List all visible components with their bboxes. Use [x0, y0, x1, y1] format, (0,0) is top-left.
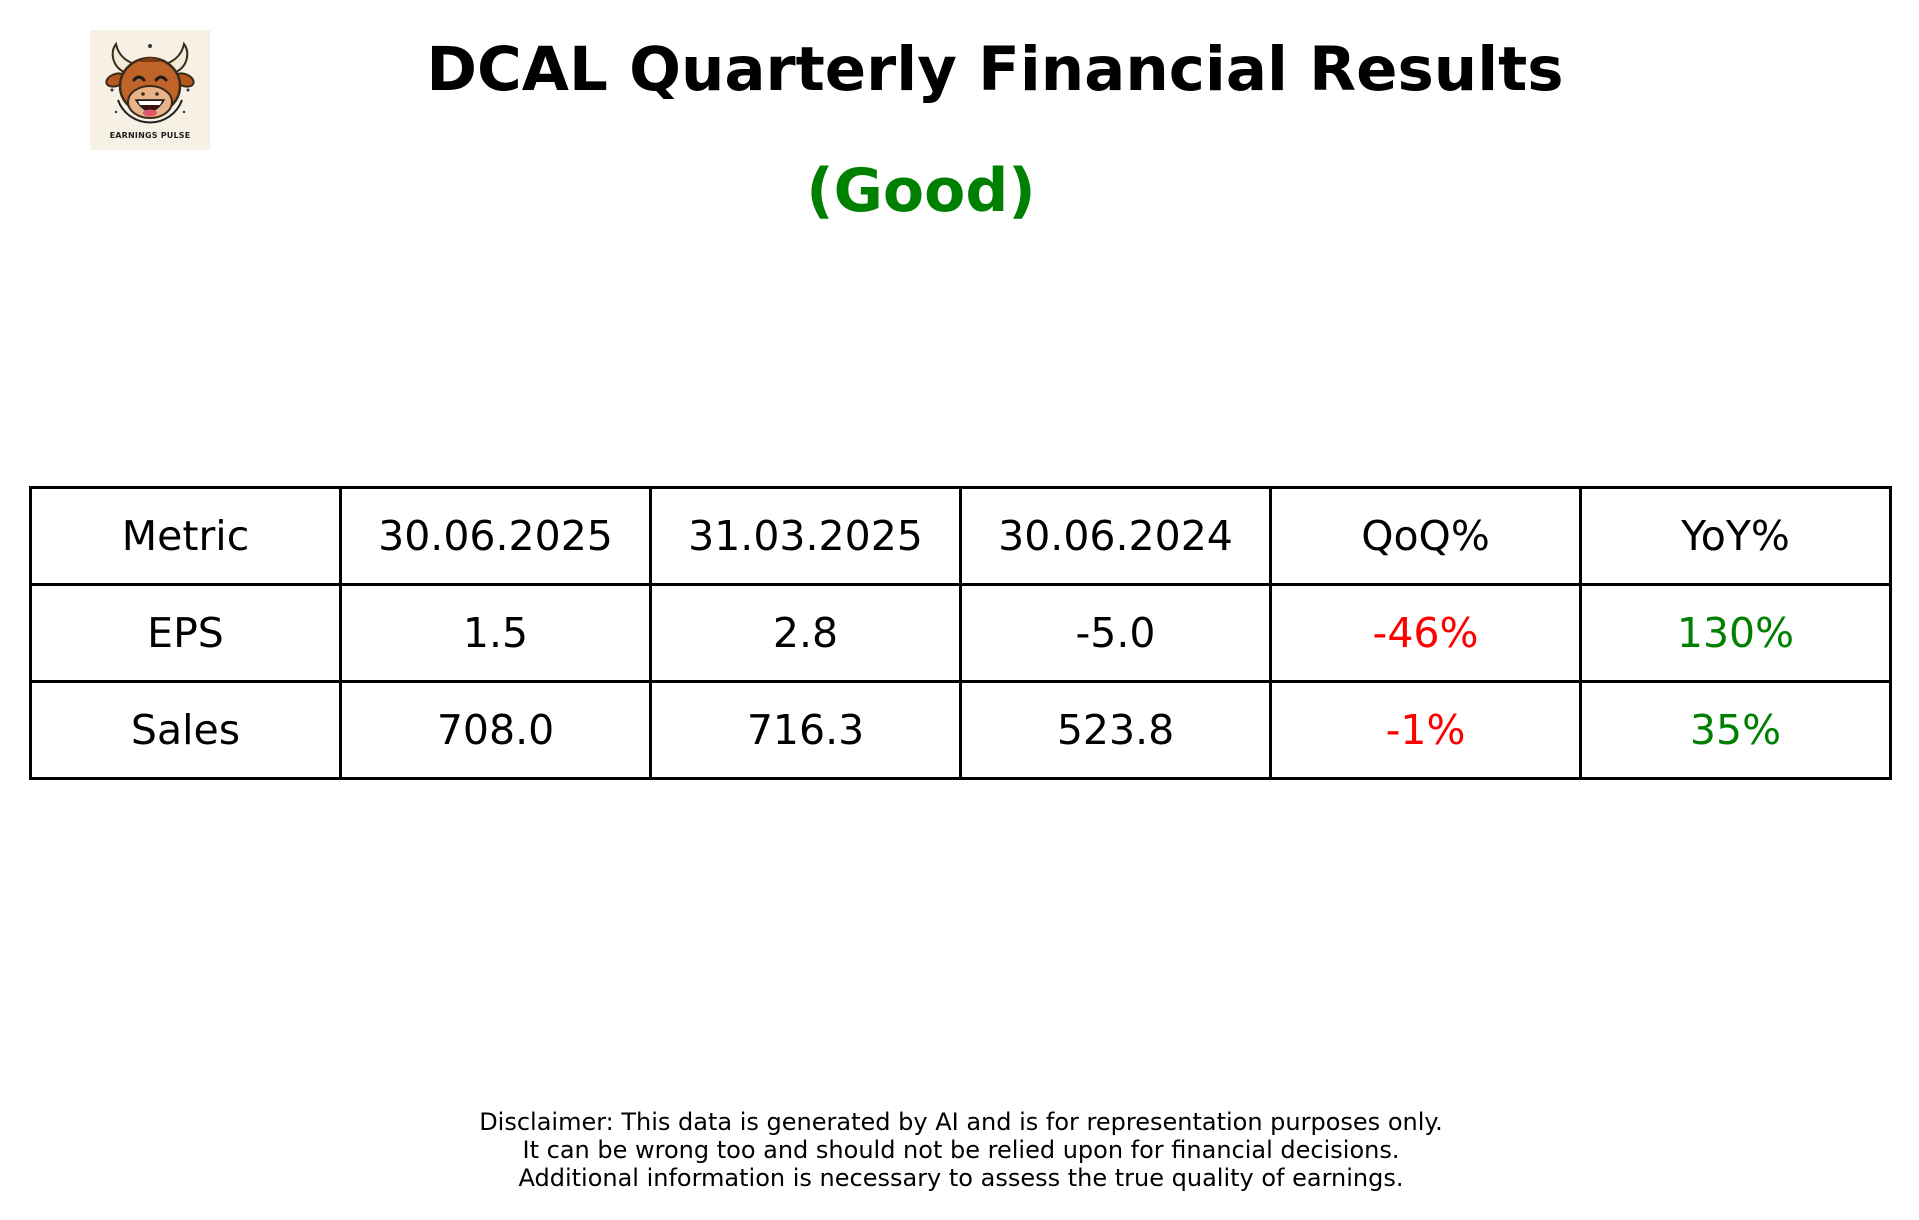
disclaimer: Disclaimer: This data is generated by AI… [0, 1108, 1919, 1192]
metric-name-cell: Sales [29, 680, 342, 780]
table-row-sales: Sales 708.0 716.3 523.8 -1% 35% [29, 680, 1892, 780]
yoy-change-cell: 35% [1579, 680, 1892, 780]
value-cell: 1.5 [339, 583, 652, 683]
yoy-change-cell: 130% [1579, 583, 1892, 683]
column-header-yoy: YoY% [1579, 486, 1892, 586]
value-cell: 523.8 [959, 680, 1272, 780]
financial-results-table: Metric 30.06.2025 31.03.2025 30.06.2024 … [29, 486, 1892, 780]
earnings-pulse-logo: EARNINGS PULSE [90, 30, 210, 150]
column-header-qoq: QoQ% [1269, 486, 1582, 586]
disclaimer-line: Additional information is necessary to a… [518, 1164, 1404, 1192]
qoq-change-cell: -1% [1269, 680, 1582, 780]
table-header-row: Metric 30.06.2025 31.03.2025 30.06.2024 … [29, 486, 1892, 586]
qoq-change-cell: -46% [1269, 583, 1582, 683]
disclaimer-line: Disclaimer: This data is generated by AI… [479, 1108, 1443, 1136]
logo-text: EARNINGS PULSE [109, 131, 191, 140]
value-cell: 2.8 [649, 583, 962, 683]
column-header-period-2: 31.03.2025 [649, 486, 962, 586]
metric-name-cell: EPS [29, 583, 342, 683]
value-cell: -5.0 [959, 583, 1272, 683]
value-cell: 716.3 [649, 680, 962, 780]
quality-rating: (Good) [806, 156, 1036, 226]
bull-mascot-icon [105, 41, 195, 124]
column-header-metric: Metric [29, 486, 342, 586]
column-header-period-1: 30.06.2025 [339, 486, 652, 586]
table-row-eps: EPS 1.5 2.8 -5.0 -46% 130% [29, 583, 1892, 683]
page-title: DCAL Quarterly Financial Results [426, 34, 1564, 105]
disclaimer-line: It can be wrong too and should not be re… [522, 1136, 1400, 1164]
column-header-period-3: 30.06.2024 [959, 486, 1272, 586]
value-cell: 708.0 [339, 680, 652, 780]
